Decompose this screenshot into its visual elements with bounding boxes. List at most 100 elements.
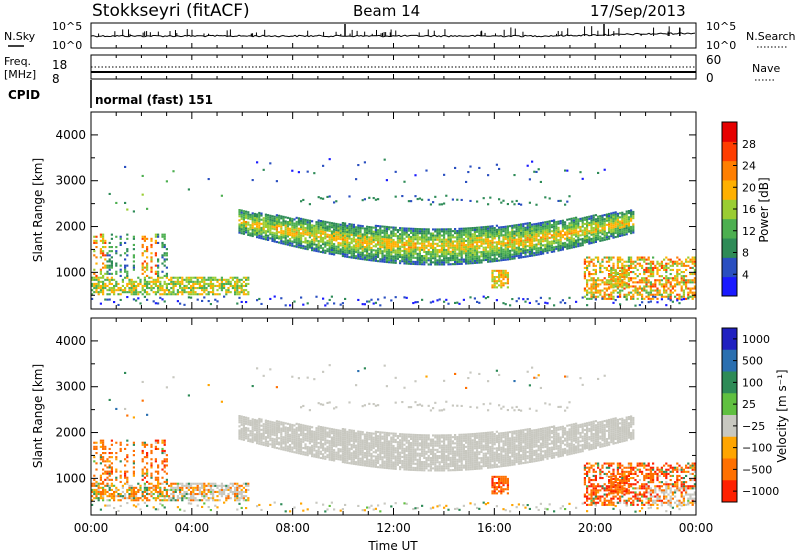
power-cell bbox=[95, 284, 98, 287]
power-cell bbox=[621, 280, 624, 283]
power-cell bbox=[511, 226, 514, 229]
velocity-cell bbox=[141, 478, 144, 481]
velocity-cell bbox=[247, 497, 250, 500]
power-cell bbox=[319, 228, 322, 231]
power-cell bbox=[636, 287, 639, 290]
power-cell bbox=[335, 251, 338, 254]
power-cell bbox=[630, 266, 633, 269]
velocity-cell bbox=[93, 497, 96, 500]
power-cell bbox=[588, 264, 591, 267]
velocity-cell bbox=[240, 423, 243, 426]
power-cell bbox=[487, 231, 490, 234]
velocity-cell bbox=[212, 482, 215, 485]
power-cell bbox=[586, 285, 589, 288]
power-cell bbox=[163, 293, 166, 296]
power-cell bbox=[421, 234, 424, 237]
power-cell bbox=[638, 256, 641, 259]
power-cell bbox=[258, 216, 261, 219]
power-cell bbox=[656, 271, 659, 274]
power-cell bbox=[572, 231, 575, 234]
power-cell bbox=[502, 254, 505, 257]
power-cell bbox=[597, 219, 600, 222]
power-cell bbox=[293, 239, 296, 242]
power-cell bbox=[126, 276, 129, 279]
power-cell bbox=[154, 291, 157, 294]
power-cell bbox=[570, 223, 573, 226]
velocity-cell bbox=[247, 423, 250, 426]
power-cell bbox=[212, 284, 215, 287]
power-cell bbox=[506, 235, 509, 238]
power-cell bbox=[638, 258, 641, 261]
power-cell bbox=[319, 238, 322, 241]
velocity-cell bbox=[102, 452, 105, 455]
power-cell bbox=[632, 277, 635, 280]
power-cell bbox=[495, 233, 498, 236]
power-cell bbox=[275, 180, 278, 183]
power-cell bbox=[414, 230, 417, 233]
power-cell bbox=[374, 253, 377, 256]
power-cell bbox=[374, 251, 377, 254]
power-cell bbox=[575, 218, 578, 221]
power-cell bbox=[636, 275, 639, 278]
power-cell bbox=[139, 282, 142, 285]
power-cell bbox=[339, 244, 342, 247]
power-cell bbox=[456, 236, 459, 239]
power-cell bbox=[645, 291, 648, 294]
power-cell bbox=[623, 293, 626, 296]
power-cell bbox=[141, 289, 144, 292]
power-cell bbox=[473, 237, 476, 240]
power-cell bbox=[634, 273, 637, 276]
power-cell bbox=[542, 225, 545, 228]
velocity-cell bbox=[121, 490, 124, 493]
power-cell bbox=[236, 280, 239, 283]
power-cell bbox=[106, 270, 109, 273]
velocity-cell bbox=[141, 499, 144, 502]
power-cell bbox=[181, 282, 184, 285]
velocity-cell bbox=[174, 486, 177, 489]
power-cell bbox=[623, 217, 626, 220]
power-cell bbox=[583, 277, 586, 280]
power-cell bbox=[357, 236, 360, 239]
power-cell bbox=[553, 238, 556, 241]
power-cell bbox=[619, 234, 622, 237]
velocity-cell bbox=[190, 502, 193, 505]
power-cell bbox=[436, 236, 439, 239]
power-cell bbox=[333, 302, 336, 305]
power-cell bbox=[687, 256, 690, 259]
power-cell bbox=[379, 233, 382, 236]
power-cell bbox=[344, 251, 347, 254]
power-cell bbox=[614, 227, 617, 230]
power-cell bbox=[293, 226, 296, 229]
power-cell bbox=[500, 286, 503, 289]
power-cell bbox=[616, 266, 619, 269]
power-cell bbox=[691, 281, 694, 284]
power-cell bbox=[480, 238, 483, 241]
power-cell bbox=[476, 300, 479, 303]
velocity-cell bbox=[163, 466, 166, 469]
power-cell bbox=[381, 242, 384, 245]
power-cell bbox=[421, 261, 424, 264]
power-cell bbox=[610, 278, 613, 281]
power-cell bbox=[689, 281, 692, 284]
power-cell bbox=[597, 258, 600, 261]
power-cell bbox=[99, 233, 102, 236]
velocity-cell bbox=[106, 482, 109, 485]
power-cell bbox=[597, 295, 600, 298]
power-cell bbox=[471, 229, 474, 232]
power-cell bbox=[429, 234, 432, 237]
power-cell bbox=[630, 279, 633, 282]
power-cell bbox=[592, 233, 595, 236]
power-cell bbox=[284, 224, 287, 227]
power-cell bbox=[614, 231, 617, 234]
power-cell bbox=[126, 248, 129, 251]
power-cell bbox=[476, 243, 479, 246]
power-cell bbox=[531, 244, 534, 247]
velocity-cell bbox=[161, 499, 164, 502]
velocity-cell bbox=[115, 490, 118, 493]
power-cell bbox=[689, 289, 692, 292]
power-cell bbox=[359, 257, 362, 260]
power-cell bbox=[614, 285, 617, 288]
power-cell bbox=[649, 287, 652, 290]
power-cell bbox=[231, 276, 234, 279]
power-cell bbox=[203, 291, 206, 294]
